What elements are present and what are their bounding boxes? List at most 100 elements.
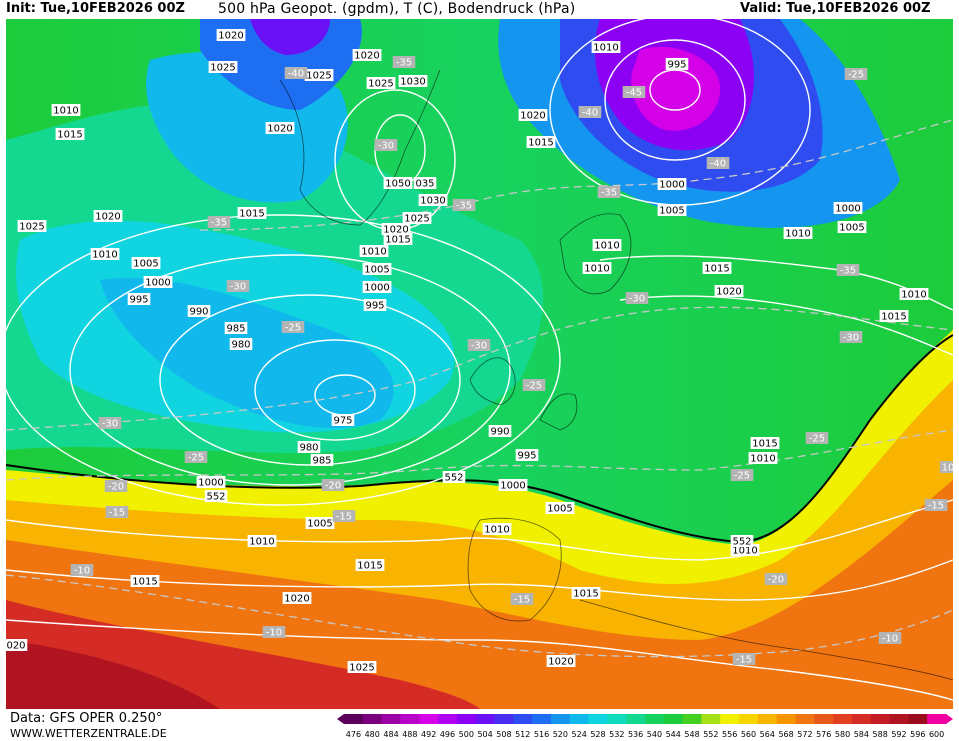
field-dark-red <box>6 640 220 709</box>
isobar-label-text: 1025 <box>306 71 331 82</box>
isobar-label: 1015 <box>526 136 556 149</box>
colorbar-tick-label: 492 <box>421 730 436 739</box>
isobar-label-text: 1005 <box>307 519 332 530</box>
isotherm-label-text: -15 <box>109 508 125 519</box>
isobar-label-text: 1005 <box>364 265 389 276</box>
isobar-label: 995 <box>515 449 539 462</box>
isobar-label-text: 1050 <box>385 179 410 190</box>
geopotential-label-text: 552 <box>732 537 751 548</box>
isobar-label: 1020 <box>518 109 548 122</box>
isotherm-label: -45 <box>622 86 646 99</box>
isobar-label: 1010 <box>783 227 813 240</box>
colorbar-swatch <box>927 714 947 724</box>
isobar-label: 1000 <box>498 479 528 492</box>
isobar-label: 1000 <box>833 202 863 215</box>
isobar-label-text: 995 <box>129 295 148 306</box>
isobar-label: 020 <box>6 639 28 652</box>
geopotential-label: 552 <box>204 490 228 503</box>
isotherm-label-text: -25 <box>848 70 864 81</box>
colorbar-tick-label: 524 <box>572 730 587 739</box>
isobar-label: 1010 <box>582 262 612 275</box>
isobar-label-text: 1005 <box>547 504 572 515</box>
data-source-label: Data: GFS OPER 0.250° <box>10 711 163 726</box>
isotherm-label-text: -35 <box>396 58 412 69</box>
isobar-label-text: 1000 <box>198 478 223 489</box>
isotherm-label: -40 <box>284 67 308 80</box>
isotherm-label: -25 <box>281 321 305 334</box>
isobar-label-text: 980 <box>231 340 250 351</box>
isobar-label-text: 1010 <box>732 546 757 557</box>
isotherm-label: -25 <box>805 432 829 445</box>
colorbar-swatch <box>494 714 514 724</box>
isotherm-label-text: -10 <box>74 566 90 577</box>
isobar-label-text: 995 <box>517 451 536 462</box>
isobar-label-text: 1010 <box>594 241 619 252</box>
isotherm-label-text: -15 <box>736 655 752 666</box>
colorbar-swatch <box>701 714 721 724</box>
valid-time-label: Valid: Tue,10FEB2026 00Z <box>740 1 931 16</box>
isobar-label: 1005 <box>837 221 867 234</box>
isobar-label-text: 1010 <box>584 264 609 275</box>
isotherm-label: -40 <box>706 157 730 170</box>
isobar-label: 1020 <box>714 285 744 298</box>
colorbar-tick-label: 520 <box>553 730 568 739</box>
colorbar-swatch <box>757 714 778 724</box>
isotherm-label-text: -25 <box>734 471 750 482</box>
colorbar-tick-label: 580 <box>835 730 850 739</box>
isobar-label: 035 <box>413 177 437 190</box>
colorbar-swatch <box>381 714 401 724</box>
isobar-label: 1000 <box>362 281 392 294</box>
colorbar-ticks: 476 480 484 488 492 496 500 504 508 512 516 520 524 5… <box>346 730 944 739</box>
isobar-label-text: 1020 <box>218 31 243 42</box>
chart-header: Init: Tue,10FEB2026 00Z 500 hPa Geopot. … <box>0 0 959 19</box>
isobar-label: 1010 <box>748 452 778 465</box>
colorbar-swatch <box>626 714 646 724</box>
colorbar-tick-label: 556 <box>722 730 737 739</box>
colorbar-swatch <box>569 714 590 724</box>
isotherm-label: -15 <box>732 653 756 666</box>
isobar-label: 995 <box>665 58 689 71</box>
isotherm-label: -40 <box>578 106 602 119</box>
colorbar-swatch <box>908 714 928 724</box>
isotherm-label-text: -35 <box>840 266 856 277</box>
coastlines <box>279 69 953 681</box>
isotherm-label: -35 <box>836 264 860 277</box>
isobar-label: 1020 <box>282 592 312 605</box>
isobar-label-text: 1005 <box>839 223 864 234</box>
isobar-label: 1025 <box>347 661 377 674</box>
isotherm-label: -25 <box>184 451 208 464</box>
isotherm-label-text: 10 <box>942 463 953 474</box>
colorbar-tick-label: 544 <box>666 730 681 739</box>
colorbar-tick-label: 548 <box>684 730 699 739</box>
isobar-label: 1020 <box>546 655 576 668</box>
colorbar-legend: 476 480 484 488 492 496 500 504 508 512 516 520 524 5… <box>337 714 953 739</box>
isobar-label-text: 1010 <box>53 106 78 117</box>
isotherm-label: -35 <box>597 186 621 199</box>
isotherm-label-text: -30 <box>629 294 645 305</box>
isotherm-label-text: -15 <box>928 501 944 512</box>
colorbar-arrow-right <box>946 714 953 724</box>
colorbar-tick-label: 592 <box>891 730 906 739</box>
isotherm-label: -10 <box>70 564 94 577</box>
isotherms <box>6 119 953 658</box>
isobar-label: 990 <box>488 425 512 438</box>
field-violet-greenland <box>250 19 330 55</box>
geopotential-label-text: 552 <box>444 473 463 484</box>
isobar-label-text: 995 <box>667 60 686 71</box>
isotherm-label: -30 <box>374 139 398 152</box>
colorbar-swatch <box>438 714 458 724</box>
colorbar-swatch <box>400 714 420 724</box>
colorbar-swatch <box>776 714 796 724</box>
colorbar-tick-label: 512 <box>515 730 530 739</box>
isobar-label: 1015 <box>355 559 385 572</box>
isobar-label-text: 1020 <box>548 657 573 668</box>
temperature-labels: -40 -35 -45 -40 -25 -40 -35 -35 -35 -30 -35 -30 -30 -… <box>70 56 953 666</box>
isotherm-label-text: -20 <box>325 481 341 492</box>
colorbar-arrow-left <box>337 714 344 724</box>
isobar-label-text: 1000 <box>145 278 170 289</box>
isobar-label-text: 1000 <box>364 283 389 294</box>
isobar-label-text: 1010 <box>750 454 775 465</box>
isobar-label: 985 <box>310 454 334 467</box>
colorbar-tick-label: 540 <box>647 730 662 739</box>
